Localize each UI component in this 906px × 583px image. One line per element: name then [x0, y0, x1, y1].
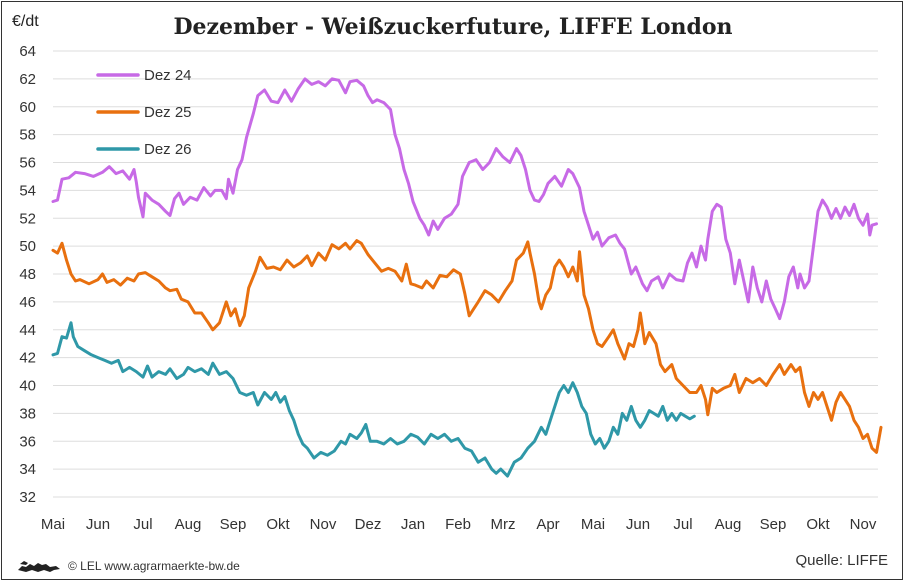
axes: 32 34 36 38 40 42 44 46 48 50 52 54 56 58 60 62 64 Mai Jun… — [19, 43, 877, 533]
lion-emblem-icon — [18, 561, 60, 572]
series-line-dez-25 — [51, 239, 883, 454]
x-tick-label: Sep — [760, 516, 787, 533]
y-tick-label: 60 — [19, 99, 36, 116]
x-tick-label: Apr — [536, 516, 559, 533]
series-line-dez-26 — [51, 321, 696, 478]
y-tick-label: 58 — [19, 127, 36, 144]
y-tick-label: 36 — [19, 433, 36, 450]
y-tick-label: 54 — [19, 182, 36, 199]
y-axis-unit-label: €/dt — [12, 13, 39, 30]
series-line-dez-24 — [51, 77, 878, 321]
y-tick-label: 62 — [19, 71, 36, 88]
y-tick-label: 34 — [19, 461, 36, 478]
y-tick-label: 40 — [19, 378, 36, 395]
x-tick-label: Jul — [133, 516, 152, 533]
x-tick-label: Jan — [401, 516, 425, 533]
y-tick-label: 44 — [19, 322, 36, 339]
x-tick-label: Okt — [266, 516, 290, 533]
x-tick-label: Feb — [445, 516, 471, 533]
y-tick-label: 48 — [19, 266, 36, 283]
footer-copyright-text: © LEL www.agrarmaerkte-bw.de — [68, 559, 240, 573]
y-tick-label: 56 — [19, 155, 36, 172]
y-tick-label: 32 — [19, 489, 36, 506]
footer-source: Quelle: LIFFE — [795, 552, 888, 569]
y-tick-label: 52 — [19, 210, 36, 227]
x-tick-label: Dez — [355, 516, 382, 533]
chart-title: Dezember - Weißzuckerfuture, LIFFE Londo… — [173, 14, 733, 40]
y-tick-label: 38 — [19, 405, 36, 422]
legend: Dez 24 Dez 25 Dez 26 — [96, 67, 192, 158]
x-tick-label: Jun — [86, 516, 110, 533]
x-tick-label: Mai — [581, 516, 605, 533]
x-tick-label: Nov — [850, 516, 877, 533]
x-tick-label: Nov — [310, 516, 337, 533]
x-tick-label: Jun — [626, 516, 650, 533]
series-lines — [51, 77, 883, 478]
y-tick-label: 50 — [19, 238, 36, 255]
y-tick-label: 46 — [19, 294, 36, 311]
x-tick-label: Mai — [41, 516, 65, 533]
x-tick-label: Jul — [673, 516, 692, 533]
legend-label: Dez 26 — [144, 141, 192, 158]
footer-copyright: © LEL www.agrarmaerkte-bw.de — [16, 558, 240, 574]
x-tick-label: Okt — [806, 516, 830, 533]
x-tick-label: Sep — [220, 516, 247, 533]
x-tick-label: Aug — [175, 516, 202, 533]
x-tick-label: Aug — [715, 516, 742, 533]
legend-label: Dez 24 — [144, 67, 192, 84]
y-tick-label: 42 — [19, 350, 36, 367]
legend-label: Dez 25 — [144, 104, 192, 121]
y-tick-label: 64 — [19, 43, 36, 60]
x-tick-label: Mrz — [491, 516, 516, 533]
